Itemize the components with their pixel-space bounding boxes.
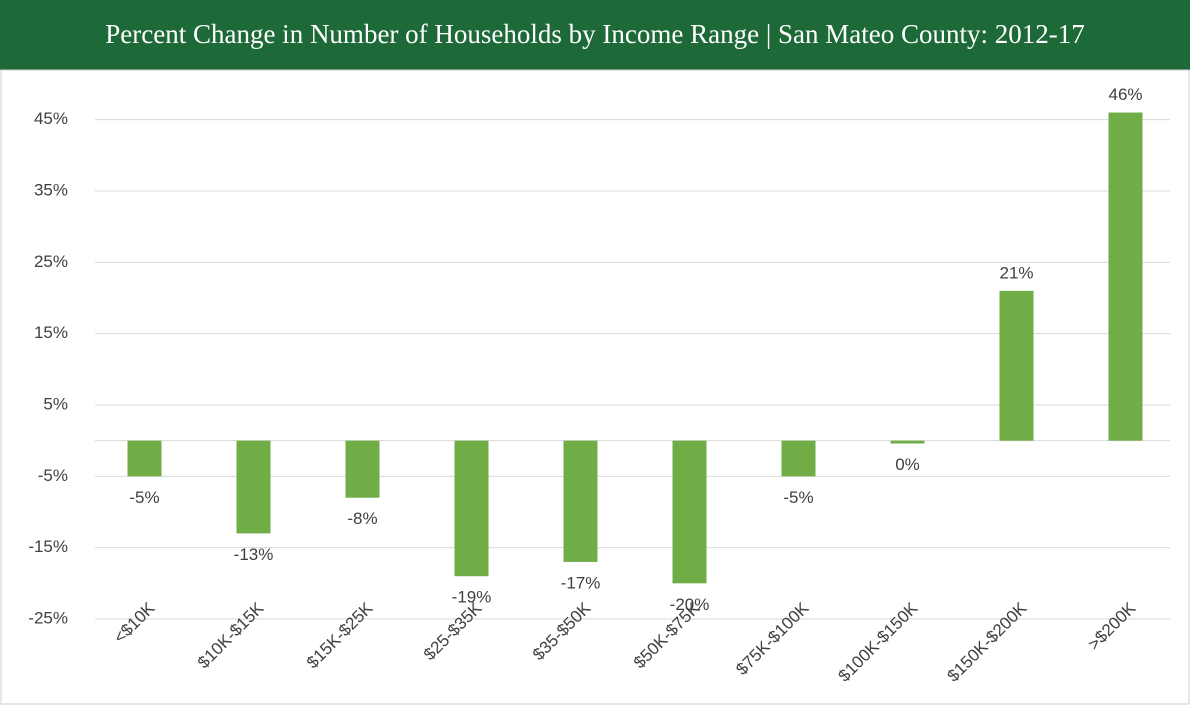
value-label: 46% <box>1108 85 1142 104</box>
title-bar <box>0 0 1190 70</box>
bar <box>672 440 707 584</box>
chart-frame <box>0 69 1190 705</box>
value-label: -19% <box>452 588 492 607</box>
bar <box>236 440 271 534</box>
bar <box>345 440 380 498</box>
y-tick-label: -15% <box>28 537 68 556</box>
y-tick-label: 35% <box>34 180 68 199</box>
bar <box>781 440 816 477</box>
value-label: 21% <box>999 263 1033 282</box>
value-label: -13% <box>234 545 274 564</box>
chart-title: Percent Change in Number of Households b… <box>105 19 1084 49</box>
bar <box>563 440 598 562</box>
x-tick-label: $35-$50K <box>529 598 595 664</box>
x-tick-label: $25-$35K <box>420 598 486 664</box>
y-tick-label: 5% <box>43 394 68 413</box>
x-tick-label: $100K-$150K <box>835 598 922 685</box>
y-tick-label: -25% <box>28 608 68 627</box>
value-label: -20% <box>670 595 710 614</box>
y-tick-label: 15% <box>34 323 68 342</box>
y-tick-label: 45% <box>34 109 68 128</box>
bar <box>127 440 162 477</box>
value-label: -5% <box>129 488 159 507</box>
x-tick-label: $150K-$200K <box>944 598 1031 685</box>
value-label: 0% <box>895 455 920 474</box>
x-tick-label: $15K-$25K <box>303 598 377 672</box>
x-tick-label: $75K-$100K <box>732 598 813 679</box>
bar <box>454 440 489 577</box>
value-label: -8% <box>347 509 377 528</box>
value-label: -5% <box>783 488 813 507</box>
x-tick-label: >$200K <box>1084 598 1140 654</box>
bar <box>1108 112 1143 441</box>
x-tick-label: $10K-$15K <box>194 598 268 672</box>
bar <box>999 290 1034 441</box>
bar <box>890 440 925 444</box>
y-tick-label: -5% <box>38 466 68 485</box>
x-tick-label: <$10K <box>110 598 159 647</box>
value-label: -17% <box>561 573 601 592</box>
y-tick-label: 25% <box>34 252 68 271</box>
